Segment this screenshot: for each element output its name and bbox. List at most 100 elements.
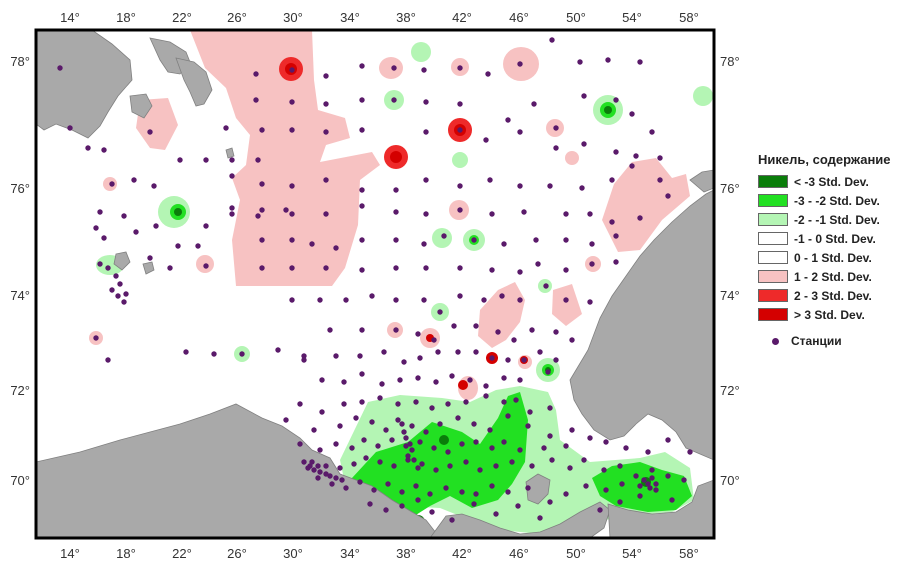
station-marker [513, 397, 519, 403]
station-marker [415, 375, 421, 381]
station-marker [563, 237, 569, 243]
legend-item: -3 - -2 Std. Dev. [758, 191, 924, 210]
station-marker [289, 183, 295, 189]
station-marker [101, 235, 107, 241]
station-marker [289, 127, 295, 133]
station-marker [389, 437, 395, 443]
station-marker [283, 417, 289, 423]
station-marker [259, 127, 265, 133]
station-marker [645, 481, 651, 487]
station-marker [383, 507, 389, 513]
station-marker [167, 265, 173, 271]
legend-swatch [758, 270, 788, 283]
y-tick-label-right: 76° [720, 181, 740, 196]
station-marker [391, 97, 397, 103]
station-marker [543, 283, 549, 289]
station-marker [483, 393, 489, 399]
station-marker [409, 423, 415, 429]
station-marker [421, 241, 427, 247]
station-marker [517, 61, 523, 67]
x-tick-label-bottom: 42° [452, 546, 472, 561]
y-tick-label-right: 74° [720, 288, 740, 303]
station-marker [357, 479, 363, 485]
station-marker [393, 237, 399, 243]
station-marker [115, 293, 121, 299]
station-marker [391, 463, 397, 469]
legend-item: > 3 Std. Dev. [758, 305, 924, 324]
station-marker [255, 213, 261, 219]
station-marker [545, 369, 551, 375]
station-marker [407, 441, 413, 447]
station-marker [581, 93, 587, 99]
station-marker [329, 481, 335, 487]
station-marker [393, 209, 399, 215]
station-marker [301, 357, 307, 363]
x-tick-label-bottom: 18° [116, 546, 136, 561]
legend-item: -1 - 0 Std. Dev. [758, 229, 924, 248]
station-marker [351, 461, 357, 467]
station-marker [369, 293, 375, 299]
station-marker [547, 499, 553, 505]
station-marker [413, 483, 419, 489]
station-marker [359, 63, 365, 69]
station-marker [341, 401, 347, 407]
station-marker [653, 487, 659, 493]
station-marker [467, 377, 473, 383]
station-marker [457, 207, 463, 213]
station-marker [581, 141, 587, 147]
station-marker [617, 463, 623, 469]
station-marker [369, 419, 375, 425]
station-marker [413, 399, 419, 405]
station-marker [383, 427, 389, 433]
station-marker [363, 455, 369, 461]
station-marker [563, 297, 569, 303]
land-novaya-zemlya [569, 189, 714, 461]
legend-item: 0 - 1 Std. Dev. [758, 248, 924, 267]
land [36, 30, 714, 538]
station-marker [605, 57, 611, 63]
station-marker [289, 297, 295, 303]
x-tick-label-bottom: 38° [396, 546, 416, 561]
station-marker [517, 447, 523, 453]
station-marker [101, 147, 107, 153]
station-marker [563, 491, 569, 497]
station-marker [649, 129, 655, 135]
x-tick-label-top: 18° [116, 10, 136, 25]
station-marker [319, 409, 325, 415]
station-marker [395, 401, 401, 407]
station-marker [541, 445, 547, 451]
station-marker [637, 215, 643, 221]
land-spitsbergen [36, 30, 133, 139]
station-marker [633, 473, 639, 479]
x-tick-label-top: 14° [60, 10, 80, 25]
legend-item-label: 2 - 3 Std. Dev. [794, 288, 872, 303]
station-marker [229, 157, 235, 163]
station-marker [323, 471, 329, 477]
station-marker [567, 465, 573, 471]
station-marker [151, 183, 157, 189]
station-marker [379, 381, 385, 387]
station-marker [457, 265, 463, 271]
x-tick-label-top: 22° [172, 10, 192, 25]
station-marker [415, 465, 421, 471]
station-marker [471, 237, 477, 243]
zone-green-mid [432, 228, 452, 248]
station-marker [357, 353, 363, 359]
station-marker [359, 371, 365, 377]
station-marker [419, 461, 425, 467]
station-marker [459, 489, 465, 495]
station-marker [367, 501, 373, 507]
station-marker [423, 99, 429, 105]
y-tick-label-right: 78° [720, 54, 740, 69]
station-marker [289, 99, 295, 105]
station-marker [423, 177, 429, 183]
station-marker [349, 445, 355, 451]
map-frame [34, 28, 716, 540]
land-pechora-coast [429, 501, 611, 538]
station-marker [57, 65, 63, 71]
station-marker [501, 439, 507, 445]
station-marker [457, 101, 463, 107]
x-tick-label-bottom: 46° [509, 546, 529, 561]
hotspot-5 [458, 380, 468, 390]
station-marker [253, 97, 259, 103]
